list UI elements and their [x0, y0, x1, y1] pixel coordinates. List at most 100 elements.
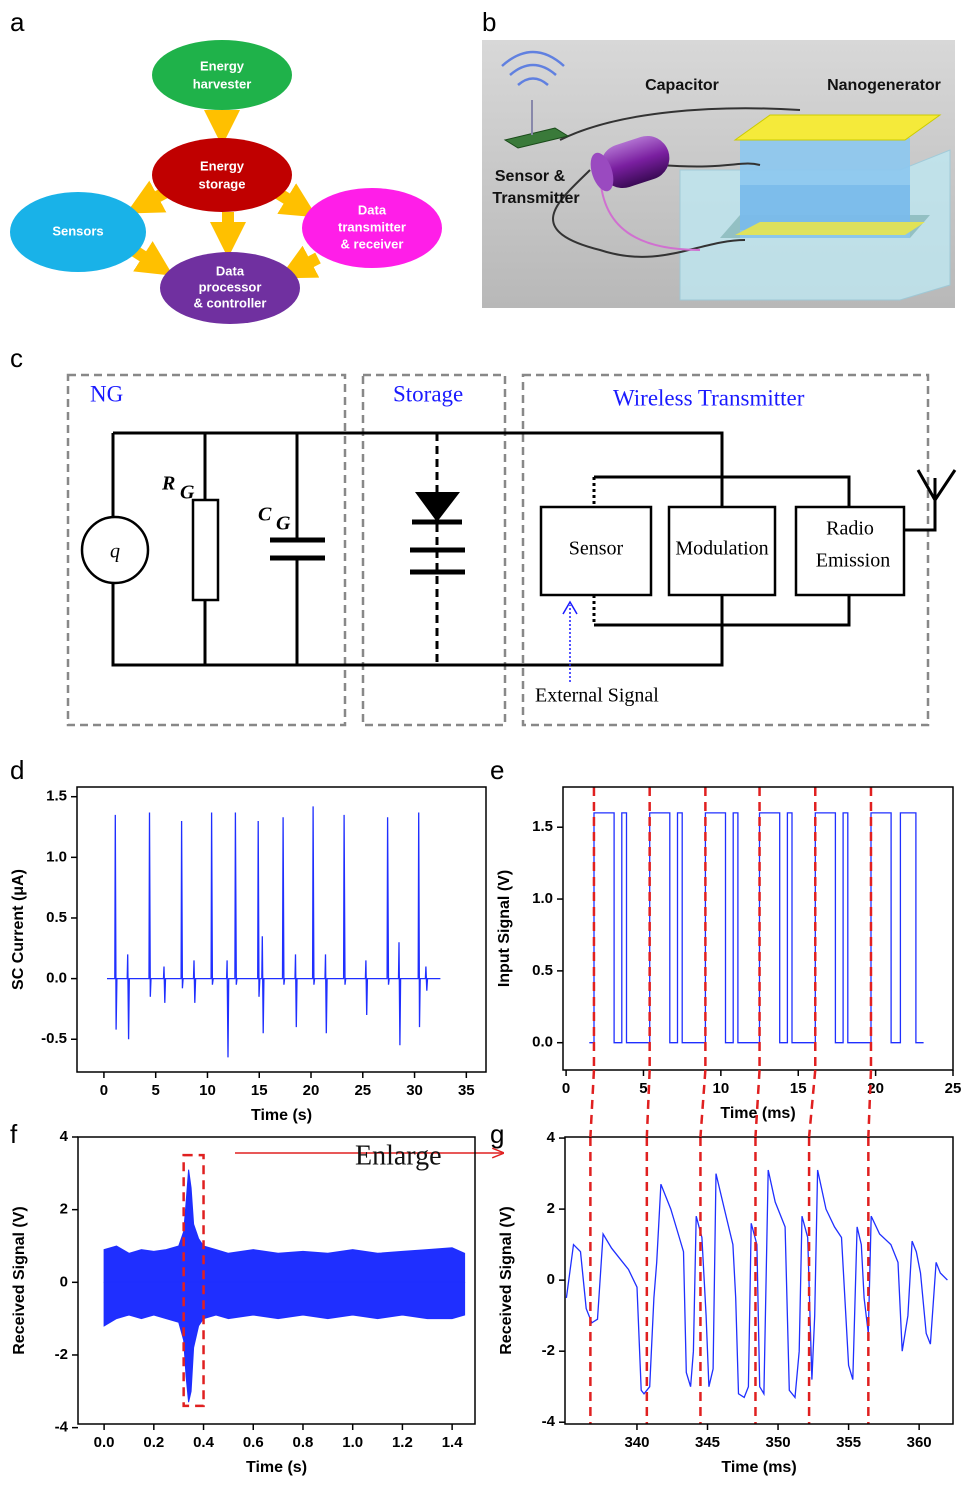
node-label: & receiver — [341, 236, 404, 251]
figure: a b c d e f g Energy harvester Energy st… — [0, 0, 963, 1491]
node — [152, 40, 292, 110]
x-tick-label: 0 — [562, 1080, 570, 1097]
x-tick-label: 25 — [945, 1080, 962, 1097]
y-tick-label: 0.5 — [46, 909, 67, 926]
x-tick-label: 0.6 — [243, 1434, 264, 1451]
guide-connector — [590, 1070, 594, 1137]
y-tick-label: -4 — [55, 1419, 69, 1436]
module-label: Modulation — [675, 538, 768, 560]
node-label: harvester — [193, 76, 252, 91]
node-label: Energy — [200, 158, 245, 173]
y-axis-label: SC Current (μA) — [10, 869, 27, 990]
y-tick-label: 0 — [60, 1273, 68, 1290]
y-axis-label: Received Signal (V) — [11, 1206, 28, 1355]
panel-label: f — [10, 1119, 18, 1149]
y-tick-label: -2 — [542, 1342, 555, 1359]
panel-label: c — [10, 343, 23, 373]
y-axis-label: Received Signal (V) — [498, 1206, 515, 1355]
y-tick-label: 2 — [60, 1201, 68, 1218]
plot-frame — [77, 787, 486, 1072]
x-tick-label: 0.2 — [143, 1434, 164, 1451]
x-tick-label: 355 — [836, 1434, 861, 1451]
symbol-subscript: G — [276, 513, 291, 535]
x-tick-label: 30 — [406, 1082, 423, 1099]
x-tick-label: 10 — [713, 1080, 730, 1097]
x-axis-label: Time (ms) — [721, 1459, 796, 1476]
guide-connector — [809, 1070, 815, 1137]
callout: Capacitor — [645, 77, 719, 94]
x-tick-label: 0.8 — [293, 1434, 314, 1451]
guide-connector — [755, 1070, 759, 1137]
diode — [415, 492, 460, 522]
noise-envelope — [104, 1282, 465, 1402]
y-tick-label: 1.5 — [532, 818, 553, 835]
block-label: Storage — [393, 381, 463, 406]
y-tick-label: 4 — [60, 1128, 69, 1145]
signal-line — [566, 1170, 947, 1397]
y-tick-label: -2 — [55, 1346, 68, 1363]
diagram: Energy harvester Energy storage Sensors … — [10, 40, 442, 324]
x-tick-label: 0 — [100, 1082, 108, 1099]
x-tick-label: 360 — [907, 1434, 932, 1451]
symbol: C — [258, 504, 272, 526]
circuit: NG Storage Wireless Transmitter q R G C … — [68, 375, 955, 725]
electrode — [735, 222, 925, 235]
input-label: External Signal — [535, 685, 659, 707]
y-tick-label: 4 — [547, 1129, 556, 1146]
y-tick-label: 2 — [547, 1200, 555, 1217]
source-label: q — [110, 541, 120, 563]
x-tick-label: 20 — [303, 1082, 320, 1099]
signal-line — [589, 813, 923, 1043]
panel-label: g — [490, 1119, 504, 1149]
block-label: NG — [90, 381, 123, 406]
noise-envelope — [104, 1170, 465, 1283]
y-tick-label: 1.0 — [46, 848, 67, 865]
panel-label: b — [482, 7, 496, 37]
module-label: Emission — [816, 550, 890, 572]
x-tick-label: 340 — [624, 1434, 649, 1451]
y-tick-label: 0.0 — [46, 970, 67, 987]
x-tick-label: 5 — [152, 1082, 160, 1099]
x-tick-label: 15 — [790, 1080, 807, 1097]
module-label: Radio — [826, 518, 874, 540]
node-label: transmitter — [338, 219, 406, 234]
node-label: processor — [199, 279, 262, 294]
y-tick-label: 0.5 — [532, 962, 553, 979]
x-tick-label: 0.4 — [193, 1434, 215, 1451]
y-tick-label: 0 — [547, 1271, 555, 1288]
panel-label: d — [10, 755, 24, 785]
x-tick-label: 350 — [766, 1434, 791, 1451]
capacitor — [270, 540, 325, 558]
annotation: Enlarge — [355, 1140, 442, 1171]
x-tick-label: 0.0 — [94, 1434, 115, 1451]
node-label: & controller — [194, 295, 267, 310]
y-tick-label: 1.0 — [532, 890, 553, 907]
callout: Transmitter — [492, 190, 579, 207]
y-tick-label: 1.5 — [46, 788, 67, 805]
node-label: Sensors — [52, 223, 103, 238]
callout: Nanogenerator — [827, 77, 941, 94]
resistor — [193, 500, 218, 600]
x-tick-label: 5 — [639, 1080, 647, 1097]
antenna — [904, 470, 955, 530]
panel-label: a — [10, 7, 25, 37]
node — [152, 138, 292, 212]
y-axis-label: Input Signal (V) — [496, 870, 513, 987]
block-label: Wireless Transmitter — [613, 385, 805, 410]
electrode — [735, 115, 940, 140]
y-tick-label: -4 — [542, 1413, 556, 1430]
callout: Sensor & — [495, 168, 566, 185]
x-tick-label: 1.4 — [442, 1434, 464, 1451]
x-tick-label: 35 — [458, 1082, 475, 1099]
illustration: Capacitor Nanogenerator Sensor & Transmi… — [482, 40, 955, 308]
x-tick-label: 1.0 — [342, 1434, 363, 1451]
x-tick-label: 10 — [199, 1082, 216, 1099]
x-tick-label: 345 — [695, 1434, 720, 1451]
x-tick-label: 15 — [251, 1082, 268, 1099]
y-tick-label: -0.5 — [41, 1030, 67, 1047]
node-label: storage — [199, 176, 246, 191]
x-axis-label: Time (s) — [251, 1107, 312, 1124]
symbol: R — [161, 473, 175, 495]
signal-line — [107, 806, 440, 1057]
